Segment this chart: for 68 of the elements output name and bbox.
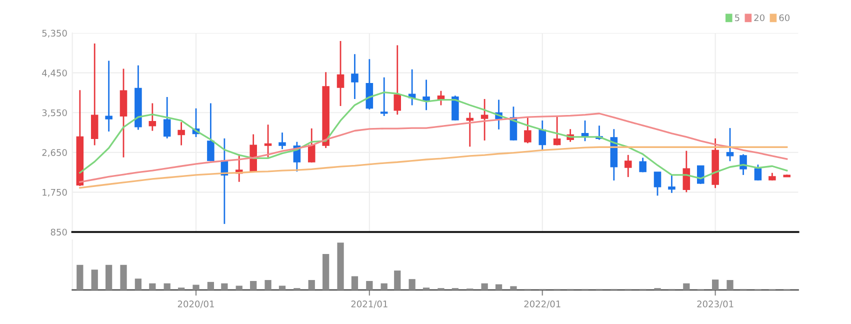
candlestick [639,157,646,173]
bar [481,283,488,290]
candlestick [480,98,488,142]
bar [308,280,315,290]
candlestick [394,44,402,116]
candlestick [380,76,388,117]
candlestick [264,124,272,158]
candlestick [524,116,532,144]
bar [164,283,170,290]
y-tick-label: 2,650 [42,149,67,157]
candlestick [105,60,112,132]
candlestick [422,79,430,111]
y-tick-label: 5,350 [42,30,67,38]
candlestick [278,132,286,150]
bar [149,283,156,290]
candlestick [740,154,747,176]
bar [91,270,98,290]
candlestick [163,96,171,140]
y-tick-label: 4,450 [42,70,67,78]
x-tick-label: 2021/01 [351,300,388,308]
candlestick [682,150,690,193]
candlestick [726,127,734,162]
bar [394,270,401,290]
x-tick-label: 2022/01 [524,300,560,308]
candlestick [90,42,98,146]
candlestick [207,102,214,162]
candlestick [452,94,459,122]
candlestick [148,102,156,132]
x-tick-label: 2020/01 [178,300,214,308]
bar [510,286,517,290]
bar [322,254,330,290]
bar [408,279,416,290]
candlestick [654,172,662,196]
bar [264,280,272,290]
bar [380,283,388,290]
candlestick [624,154,632,178]
bar [207,282,214,290]
legend-label: 60 [779,14,790,22]
bar [726,280,734,290]
bar [337,242,344,290]
candlestick [466,112,474,148]
candlestick [351,53,358,100]
legend-label: 5 [735,14,740,22]
bar [495,284,502,290]
bar [278,286,286,290]
y-tick-label: 1,750 [42,188,67,197]
candlestick [553,116,561,146]
candlestick [538,120,546,150]
line-series [79,112,788,183]
bar [351,276,358,290]
bar [134,278,142,290]
candlestick [336,40,344,107]
legend-label: 20 [754,14,764,22]
candlestick [308,128,316,164]
bar [76,264,84,290]
y-tick-label: 850 [50,228,67,236]
candlestick [178,121,185,146]
bar [106,264,112,290]
candlestick [754,164,762,182]
candlestick [668,174,676,194]
line-series [79,146,788,189]
bar [683,283,690,290]
bar [250,280,257,290]
bar [221,283,228,290]
bar [120,264,127,290]
y-tick-label: 3,550 [42,109,67,118]
x-tick-label: 2023/01 [697,300,734,308]
bar [236,286,242,290]
